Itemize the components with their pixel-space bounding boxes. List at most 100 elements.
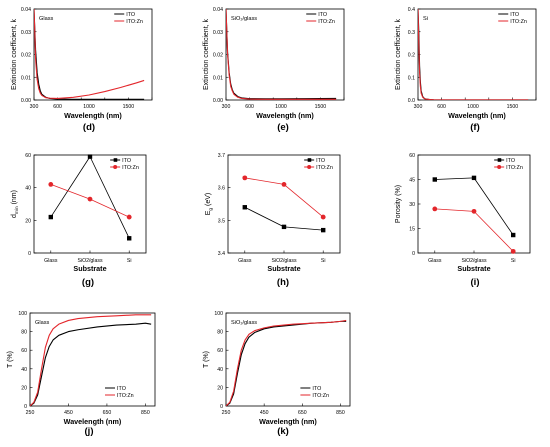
chart-7-series-ito-line	[30, 322, 152, 406]
chart-5-ytick-label: 3.4	[218, 251, 225, 257]
chart-6-ytick-label: 15	[409, 227, 415, 233]
panel-letter-7: (j)	[85, 426, 94, 437]
chart-7-xtick-label: 250	[26, 410, 35, 416]
chart-4-xtick-label: Si	[127, 258, 132, 264]
chart-3-xtick-label: 300	[414, 104, 423, 110]
chart-6-legend-marker	[497, 165, 502, 169]
chart-5-legend-label: ITO:Zn	[316, 165, 333, 171]
chart-2-ytick-label: 0.03	[213, 30, 223, 36]
chart-6-ytick-label: 60	[409, 153, 415, 159]
chart-6-xtick-label: Si	[511, 258, 516, 264]
chart-1-ytick-label: 0.00	[21, 98, 31, 104]
chart-6-legend-label: ITO:Zn	[506, 165, 523, 171]
chart-7-plot-frame	[29, 312, 156, 407]
chart-1-inset-label: Glass	[39, 16, 54, 22]
chart-3-x-axis-label: Wavelength (nm)	[448, 111, 506, 120]
chart-4-ytick-label: 40	[25, 186, 31, 192]
chart-8-series-itozn-line	[226, 319, 347, 406]
chart-5-xtick-label: SiO2/glass	[271, 258, 296, 264]
chart-4-y-axis-label-unit: (nm)	[11, 190, 18, 206]
chart-3-legend-label: ITO:Zn	[510, 19, 527, 25]
chart-5-point-circle	[320, 214, 326, 220]
chart-8-ytick-label: 0	[220, 404, 223, 410]
chart-1-y-axis-label-main: Extinction coefficient, k	[11, 18, 18, 90]
chart-6-xtick-label: Glass	[428, 258, 442, 264]
chart-7-xtick-label: 450	[64, 410, 73, 416]
chart-7-xtick-label: 650	[103, 410, 112, 416]
chart-1-xtick-label: 1000	[83, 104, 95, 110]
chart-2-xtick-label: 1000	[275, 104, 287, 110]
chart-2-legend-label: ITO:Zn	[318, 19, 335, 25]
chart-3-legend-label: ITO	[510, 12, 519, 18]
chart-3-xtick-label: 600	[437, 104, 446, 110]
chart-7: 0 20 40 60 80 100 250 450 650 850 Wavelength (nm) T…	[7, 311, 156, 426]
chart-6-point-square	[471, 175, 477, 181]
chart-8-ytick-label: 80	[217, 330, 223, 336]
chart-1-xtick-label: 300	[30, 104, 39, 110]
panel-letter-1: (d)	[83, 122, 95, 133]
chart-5-y-axis-label: Eg (eV)	[205, 193, 214, 216]
chart-8-series-group	[226, 319, 347, 406]
chart-3: 0.0 0.1 0.2 0.3 0.4 300 600 1000 1500Wavelength …	[395, 7, 537, 120]
panel-letter-2: (e)	[277, 122, 289, 133]
chart-1-legend-label: ITO:Zn	[126, 19, 143, 25]
chart-4-point-circle	[87, 196, 93, 202]
chart-3-ytick-label: 0.2	[408, 53, 415, 59]
chart-2-xtick-label: 600	[245, 104, 254, 110]
chart-6-point-square	[511, 232, 516, 238]
chart-8: 0 20 40 60 80 100 250 450 650 850 Wavelength (nm) T…	[203, 311, 351, 426]
chart-3-ytick-label: 0.3	[408, 30, 415, 36]
chart-6-point-square	[432, 177, 437, 182]
chart-4-x-axis-label: Substrate	[73, 264, 106, 273]
chart-8-ytick-label: 20	[217, 385, 223, 391]
chart-4-point-square	[48, 214, 53, 220]
panel-letter-3: (f)	[470, 122, 480, 133]
chart-6-series-group	[434, 177, 514, 252]
chart-5: 3.4 3.5 3.6 3.7 Glass SiO2/glass Si Substrate Eg…	[205, 153, 341, 273]
chart-4-point-circle	[126, 214, 132, 220]
chart-6-ytick-label: 30	[409, 202, 415, 208]
chart-4-ytick-label: 20	[25, 218, 31, 224]
chart-6-point-circle	[510, 248, 516, 254]
chart-3-xtick-label: 1500	[507, 104, 519, 110]
chart-7-ytick-label: 80	[21, 330, 27, 336]
chart-8-legend-label: ITO:Zn	[312, 393, 329, 399]
chart-4-point-square	[87, 154, 93, 159]
chart-8-xtick-label: 650	[298, 410, 307, 416]
chart-4-y-axis-label-sub: min	[14, 206, 20, 214]
chart-7-legend-label: ITO:Zn	[117, 393, 134, 399]
chart-5-ytick-label: 3.7	[218, 153, 225, 159]
chart-6: 0 15 30 45 60 Glass SiO2/glass Si Substrate Poros…	[395, 153, 531, 273]
chart-5-ytick-label: 3.5	[218, 218, 225, 224]
chart-6-ytick-label: 0	[412, 251, 415, 257]
chart-7-ytick-label: 0	[24, 404, 27, 410]
chart-2-ytick-label: 0.01	[213, 75, 223, 81]
chart-3-xtick-label: 1000	[467, 104, 479, 110]
chart-7-ytick-label: 20	[21, 385, 27, 391]
chart-5-y-axis-label-sub: g	[209, 208, 214, 211]
chart-2-ytick-label: 0.00	[213, 98, 223, 104]
chart-4-xtick-label: Glass	[44, 258, 58, 264]
chart-5-point-square	[242, 205, 247, 210]
chart-8-xtick-label: 250	[222, 410, 231, 416]
chart-2-series-group	[226, 9, 337, 100]
chart-1-series-group	[34, 9, 145, 100]
chart-8-plot-frame	[225, 312, 351, 407]
chart-1-series-itozn-line	[34, 9, 145, 99]
chart-8-ytick-label: 40	[217, 367, 223, 373]
chart-4-xtick-label: SiO2/glass	[77, 258, 102, 264]
chart-7-series-group	[30, 314, 152, 406]
chart-1-xtick-label: 600	[53, 104, 62, 110]
chart-2-ytick-label: 0.02	[213, 53, 223, 59]
chart-6-series-ito-line	[434, 177, 514, 236]
chart-6-point-circle	[432, 206, 438, 212]
panel-letter-6: (i)	[471, 277, 480, 288]
chart-2-y-axis-label: Extinction coefficient, k	[203, 18, 210, 90]
chart-3-ytick-label: 0.1	[408, 75, 415, 81]
chart-7-ytick-label: 60	[21, 348, 27, 354]
chart-1-ytick-label: 0.04	[21, 7, 31, 13]
chart-3-inset-label: Si	[423, 16, 428, 22]
chart-6-ytick-label: 45	[409, 178, 415, 184]
chart-8-inset-label: SiO₂/glass	[231, 320, 257, 326]
